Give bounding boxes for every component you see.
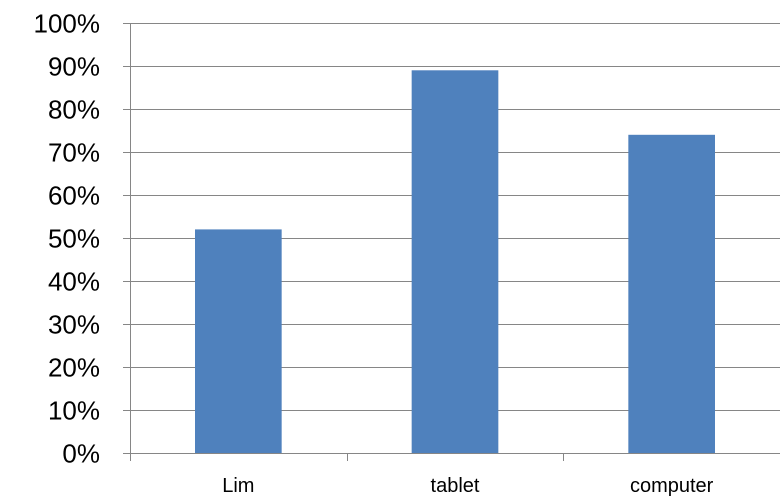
bar-lim bbox=[195, 229, 282, 453]
y-tick-label: 20% bbox=[48, 353, 100, 383]
bar-computer bbox=[628, 134, 715, 454]
y-tick-label: 10% bbox=[48, 396, 100, 426]
x-category-label: Lim bbox=[222, 475, 254, 497]
y-tick-label: 90% bbox=[48, 52, 100, 82]
y-tick-label: 0% bbox=[62, 439, 100, 469]
bar-tablet bbox=[411, 70, 499, 454]
y-tick-label: 60% bbox=[48, 181, 100, 211]
y-tick-label: 30% bbox=[48, 310, 100, 340]
y-tick-label: 100% bbox=[34, 9, 101, 39]
bars bbox=[195, 70, 715, 454]
labels: 0% 10% 20% 30% 40% 50% 60% 70% 80% 90% 100% Lim tabl… bbox=[34, 9, 714, 498]
x-category-label: computer bbox=[630, 475, 714, 497]
x-category-label: tablet bbox=[431, 475, 480, 497]
y-tick-label: 50% bbox=[48, 224, 100, 254]
y-tick-label: 70% bbox=[48, 138, 100, 168]
y-tick-label: 40% bbox=[48, 267, 100, 297]
y-tick-label: 80% bbox=[48, 95, 100, 125]
axes bbox=[123, 23, 780, 461]
